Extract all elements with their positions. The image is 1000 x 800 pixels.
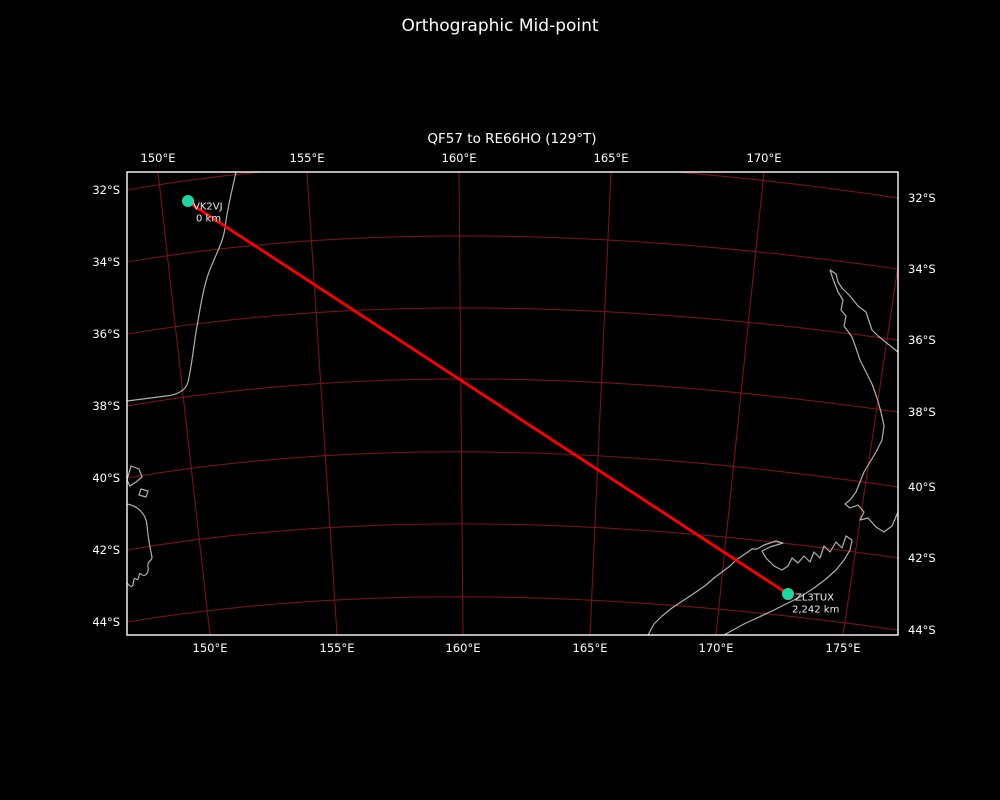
meridian-gridline (715, 172, 765, 635)
station-distance-vk2vj: 0 km (196, 213, 222, 225)
graticule-parallels (127, 172, 898, 631)
station-distance-zl3tux: 2,242 km (792, 604, 840, 616)
lat-tick-label-right: 38°S (908, 405, 936, 419)
lat-tick-label-right: 34°S (908, 262, 936, 276)
lat-tick-label-right: 44°S (908, 623, 936, 637)
coastline-tasmania (127, 503, 153, 588)
lon-tick-label-bottom: 150°E (192, 641, 228, 655)
parallel-gridline (127, 596, 898, 631)
coastline-flinders-island (127, 465, 143, 487)
meridian-gridline (458, 172, 464, 635)
station-marker-vk2vj (182, 195, 194, 207)
lat-tick-label-left: 34°S (92, 255, 120, 269)
parallel-gridline (127, 307, 898, 341)
lon-tick-label-top: 150°E (140, 151, 176, 165)
lat-tick-label-left: 32°S (92, 183, 120, 197)
lon-tick-label-bottom: 175°E (825, 641, 861, 655)
lon-tick-label-bottom: 170°E (698, 641, 734, 655)
lat-tick-label-left: 44°S (92, 615, 120, 629)
parallel-gridline (127, 172, 898, 199)
lat-tick-label-left: 36°S (92, 327, 120, 341)
station-callsign-vk2vj: VK2VJ (193, 201, 223, 213)
parallel-gridline (127, 451, 898, 488)
lat-tick-label-right: 36°S (908, 333, 936, 347)
coastline-south-island (647, 535, 853, 635)
lon-tick-label-top: 170°E (746, 151, 782, 165)
station-callsign-zl3tux: ZL3TUX (795, 592, 835, 604)
lat-tick-label-right: 42°S (908, 551, 936, 565)
parallel-gridline (127, 235, 898, 270)
lat-tick-label-left: 38°S (92, 399, 120, 413)
parallel-gridline (127, 523, 898, 559)
parallel-gridline (127, 378, 898, 413)
lon-tick-label-bottom: 155°E (319, 641, 355, 655)
lon-tick-label-bottom: 165°E (572, 641, 608, 655)
figure-title: Orthographic Mid-point (401, 16, 599, 36)
lon-tick-label-bottom: 160°E (445, 641, 481, 655)
meridian-gridline (157, 172, 211, 635)
lat-tick-label-left: 40°S (92, 471, 120, 485)
graticule-meridians (157, 172, 898, 635)
lon-tick-label-top: 160°E (441, 151, 477, 165)
map-frame (126, 171, 899, 636)
meridian-gridline (842, 262, 898, 635)
lon-tick-label-top: 155°E (289, 151, 325, 165)
lat-tick-label-right: 32°S (908, 191, 936, 205)
coastline-north-island (829, 269, 898, 533)
lon-tick-label-top: 165°E (593, 151, 629, 165)
lat-tick-label-left: 42°S (92, 543, 120, 557)
coastline-small-islands (138, 488, 149, 498)
coastline-australia (127, 172, 237, 402)
great-circle-path (187, 200, 789, 596)
lat-tick-label-right: 40°S (908, 480, 936, 494)
station-marker-zl3tux (782, 588, 794, 600)
meridian-gridline (306, 172, 338, 635)
meridian-gridline (589, 172, 612, 635)
map-subtitle: QF57 to RE66HO (129°T) (427, 131, 597, 147)
